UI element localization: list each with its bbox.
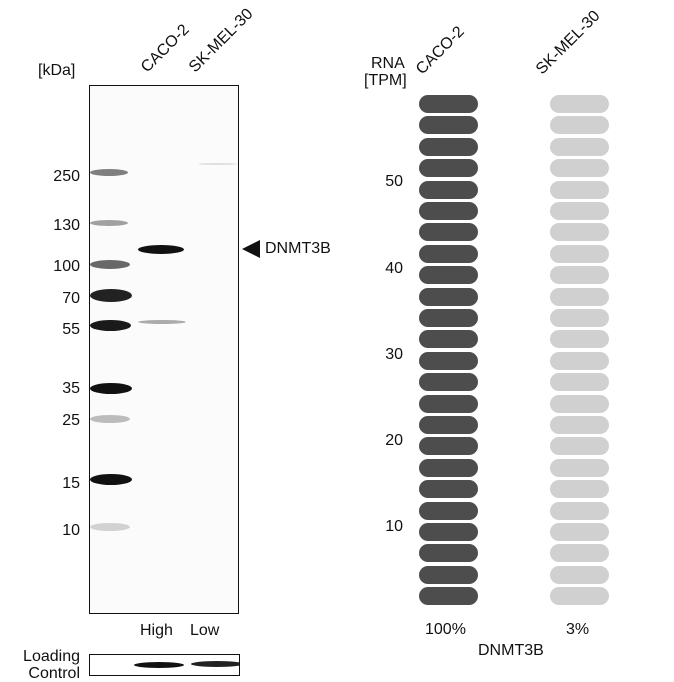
marker-label-250: 250 xyxy=(53,168,80,185)
rna-segment xyxy=(550,523,609,541)
blot-image xyxy=(89,85,239,614)
lane-label-skmel30: SK-MEL-30 xyxy=(185,5,257,76)
ladder-band-250 xyxy=(90,169,128,176)
rna-segment xyxy=(419,159,478,178)
rna-segment xyxy=(419,309,478,327)
rna-segment xyxy=(550,137,609,156)
marker-label-70: 70 xyxy=(62,290,80,307)
rna-segment xyxy=(419,95,478,113)
marker-label-15: 15 xyxy=(62,475,80,492)
marker-label-100: 100 xyxy=(53,258,80,275)
rna-segment xyxy=(550,116,609,135)
rna-segment xyxy=(550,458,609,477)
rna-axis-label-line2: [TPM] xyxy=(364,72,407,89)
rna-segment xyxy=(419,180,478,199)
rna-column-label-skmel30: SK-MEL-30 xyxy=(532,7,604,78)
rna-gene-label: DNMT3B xyxy=(478,642,544,659)
rna-segment xyxy=(419,373,478,392)
rna-segment xyxy=(550,330,609,349)
rna-segment xyxy=(550,351,609,370)
marker-label-130: 130 xyxy=(53,217,80,234)
rna-percent-caco2: 100% xyxy=(425,621,466,638)
rna-segment xyxy=(550,587,609,606)
rna-segment xyxy=(550,159,609,178)
rna-segment xyxy=(550,565,609,584)
rna-segment xyxy=(550,266,609,285)
kda-unit-label: [kDa] xyxy=(38,62,76,79)
level-label-low: Low xyxy=(190,622,220,639)
rna-column-label-caco2: CACO-2 xyxy=(412,23,468,79)
marker-label-55: 55 xyxy=(62,321,80,338)
rna-tick-40: 40 xyxy=(385,260,403,277)
ladder-band-70 xyxy=(90,289,132,302)
rna-tick-50: 50 xyxy=(385,173,403,190)
rna-segment xyxy=(550,544,609,563)
rna-segment xyxy=(419,266,478,285)
rna-segment xyxy=(419,244,478,263)
rna-segment xyxy=(550,480,609,499)
marker-label-35: 35 xyxy=(62,380,80,397)
rna-segment xyxy=(419,116,478,135)
loading-band-caco2 xyxy=(134,662,184,668)
rna-segment xyxy=(419,565,478,584)
rna-segment xyxy=(550,373,609,392)
rna-segment xyxy=(419,330,478,349)
marker-label-10: 10 xyxy=(62,522,80,539)
lane-label-caco2: CACO-2 xyxy=(137,21,193,77)
ladder-band-25 xyxy=(90,415,130,423)
level-label-high: High xyxy=(140,622,173,639)
rna-segment xyxy=(550,416,609,434)
rna-segment xyxy=(550,223,609,242)
rna-tick-20: 20 xyxy=(385,432,403,449)
rna-segment xyxy=(419,544,478,563)
loading-control-blot xyxy=(89,654,240,676)
rna-segment xyxy=(550,501,609,520)
rna-axis-label-line1: RNA xyxy=(371,55,405,72)
ladder-band-55 xyxy=(90,320,131,331)
rna-segment xyxy=(550,244,609,263)
rna-segment xyxy=(419,458,478,477)
rna-segment xyxy=(550,309,609,327)
ladder-band-100 xyxy=(90,260,130,269)
ladder-band-130 xyxy=(90,220,128,226)
rna-tick-30: 30 xyxy=(385,346,403,363)
rna-segment xyxy=(419,501,478,520)
marker-label-25: 25 xyxy=(62,412,80,429)
ladder-band-35 xyxy=(90,383,132,394)
loading-band-skmel30 xyxy=(191,661,239,667)
rna-segment xyxy=(419,416,478,434)
rna-segment xyxy=(550,437,609,456)
rna-segment xyxy=(419,587,478,606)
loading-control-label-line1: Loading xyxy=(23,648,80,665)
rna-segment xyxy=(419,223,478,242)
rna-tick-10: 10 xyxy=(385,518,403,535)
target-arrow-icon xyxy=(242,240,260,258)
ladder-band-15 xyxy=(90,474,132,485)
faint-band-caco2 xyxy=(138,320,186,324)
rna-segment xyxy=(550,287,609,306)
rna-segment xyxy=(550,394,609,413)
loading-control-label-line2: Control xyxy=(28,665,80,682)
rna-segment xyxy=(419,394,478,413)
faint-band-skmel30 xyxy=(198,163,238,165)
rna-segment xyxy=(419,437,478,456)
dnmt3b-band-caco2 xyxy=(138,245,184,254)
rna-segment xyxy=(550,180,609,199)
rna-segment xyxy=(419,480,478,499)
ladder-band-10 xyxy=(90,523,130,531)
rna-percent-skmel30: 3% xyxy=(566,621,590,638)
rna-segment xyxy=(419,137,478,156)
rna-segment xyxy=(419,351,478,370)
target-label: DNMT3B xyxy=(265,240,331,257)
rna-segment xyxy=(550,202,609,220)
rna-segment xyxy=(419,202,478,220)
rna-segment xyxy=(550,95,609,113)
rna-segment xyxy=(419,287,478,306)
rna-segment xyxy=(419,523,478,541)
